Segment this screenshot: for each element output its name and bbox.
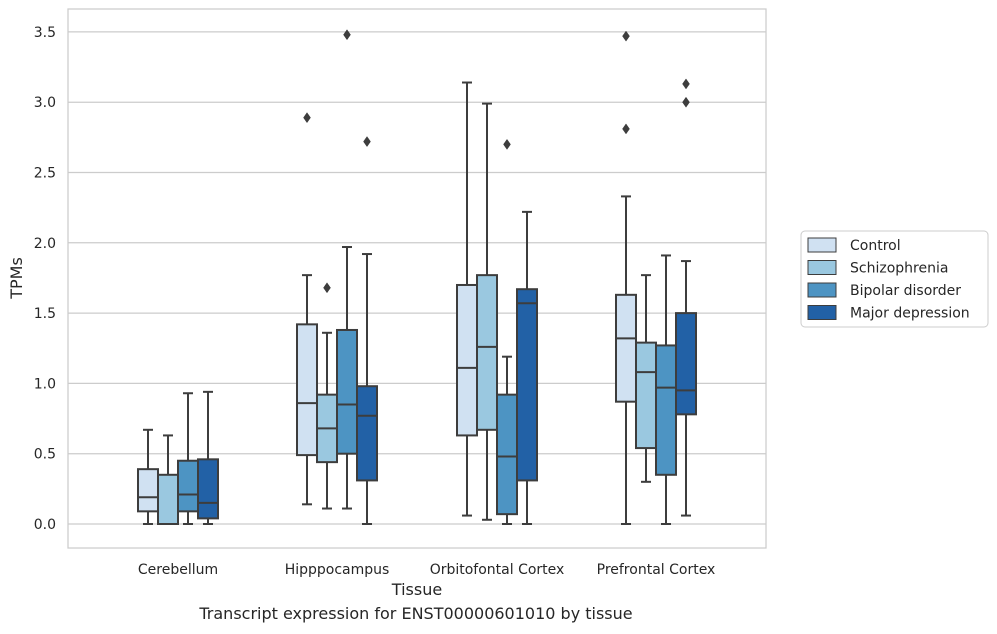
outlier-point	[323, 282, 331, 294]
x-tick-label: Hipppocampus	[285, 562, 390, 578]
box-bipolar-disorder	[655, 254, 677, 525]
y-tick-label: 1.5	[34, 306, 56, 322]
box-iqr	[635, 341, 657, 450]
box-bipolar-disorder	[336, 29, 358, 510]
box-control	[456, 81, 478, 517]
box-iqr	[456, 283, 478, 437]
box-series	[137, 29, 697, 526]
box-iqr	[476, 274, 498, 431]
box-major-depression	[516, 210, 538, 525]
box-schizophrenia	[476, 102, 498, 521]
box-iqr	[177, 459, 199, 513]
y-tick-label: 3.0	[34, 95, 56, 111]
box-control	[137, 428, 159, 525]
y-tick-label: 0.5	[34, 447, 56, 463]
box-control	[296, 112, 318, 506]
outlier-point	[503, 138, 511, 150]
box-iqr	[197, 458, 219, 520]
x-axis-ticks: Cerebellum Hipppocampus Orbitofontal Corte…	[138, 562, 715, 578]
legend: Control Schizophrenia Bipolar disorder Majo…	[800, 230, 989, 328]
y-tick-label: 2.5	[34, 166, 56, 182]
x-axis-label: Tissue	[391, 580, 442, 599]
x-tick-label: Prefrontal Cortex	[597, 562, 716, 578]
box-iqr	[496, 393, 518, 516]
outlier-point	[363, 136, 371, 148]
box-major-depression	[356, 136, 378, 525]
grid-lines	[68, 31, 766, 525]
y-tick-label: 0.0	[34, 517, 56, 533]
outlier-point	[622, 123, 630, 135]
legend-label: Control	[850, 238, 901, 254]
box-iqr	[296, 323, 318, 457]
box-iqr	[655, 344, 677, 476]
box-schizophrenia	[157, 434, 179, 526]
legend-swatch	[807, 305, 837, 320]
legend-swatch	[807, 237, 837, 253]
box-iqr	[157, 473, 179, 526]
box-major-depression	[675, 78, 697, 517]
box-schizophrenia	[635, 274, 657, 483]
plot-area-frame	[67, 8, 767, 549]
box-bipolar-disorder	[496, 138, 518, 525]
box-iqr	[516, 288, 538, 482]
box-iqr	[615, 293, 637, 403]
legend-items: Control Schizophrenia Bipolar disorder Majo…	[807, 237, 970, 322]
y-tick-label: 2.0	[34, 236, 56, 252]
legend-frame	[800, 230, 989, 328]
x-tick-label: Orbitofontal Cortex	[430, 562, 565, 578]
box-iqr	[356, 385, 378, 482]
box-iqr	[137, 468, 159, 513]
legend-swatch	[807, 260, 837, 275]
box-schizophrenia	[316, 282, 338, 510]
y-tick-label: 1.0	[34, 376, 56, 392]
y-tick-label: 3.5	[34, 25, 56, 41]
box-iqr	[336, 328, 358, 455]
outlier-point	[682, 78, 690, 90]
legend-label: Schizophrenia	[850, 261, 948, 277]
outlier-point	[343, 29, 351, 41]
y-axis-ticks: 0.0 0.5 1.0 1.5 2.0 2.5 3.0 3.5	[34, 25, 56, 533]
outlier-point	[682, 96, 690, 108]
outlier-point	[622, 30, 630, 42]
box-major-depression	[197, 390, 219, 525]
figure-caption: Transcript expression for ENST0000060101…	[199, 604, 633, 623]
legend-swatch	[807, 282, 837, 298]
box-control	[615, 30, 637, 525]
y-axis-label: TPMs	[7, 257, 26, 300]
legend-label: Major depression	[850, 306, 970, 322]
box-iqr	[675, 312, 697, 416]
box-bipolar-disorder	[177, 392, 199, 525]
legend-label: Bipolar disorder	[850, 283, 961, 299]
outlier-point	[303, 112, 311, 124]
x-tick-label: Cerebellum	[138, 562, 218, 578]
